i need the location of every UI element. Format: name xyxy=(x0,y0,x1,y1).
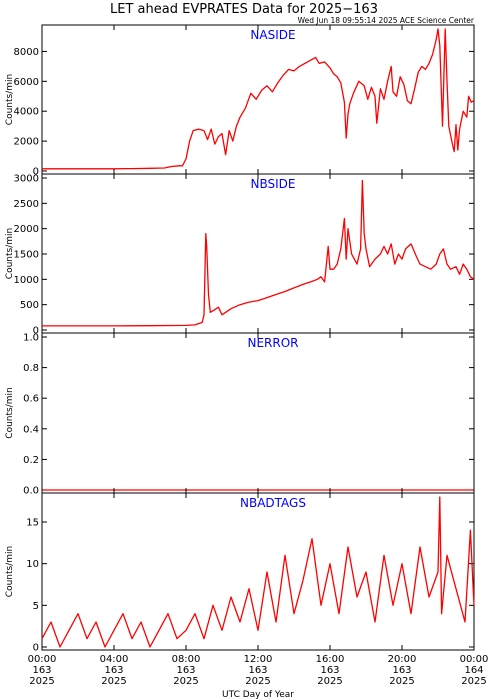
x-tick-label-year: 2025 xyxy=(245,676,270,687)
x-tick-label-time: 00:00 xyxy=(28,654,57,665)
x-tick-label-year: 2025 xyxy=(173,676,198,687)
x-tick-label-year: 2025 xyxy=(29,676,54,687)
y-tick-label: 15 xyxy=(26,518,39,529)
chart-title: LET ahead EVPRATES Data for 2025−163 xyxy=(110,2,378,17)
y-tick-label: 2000 xyxy=(14,137,39,148)
y-tick-label: 3000 xyxy=(14,174,39,185)
y-axis-label: Counts/min xyxy=(5,74,15,125)
panel-nerror: 0.0 0.2 0.4 0.6 0.8 1.0 NERROR Counts/min xyxy=(5,332,475,497)
y-tick-label: 1000 xyxy=(14,275,39,286)
y-tick-label: 5 xyxy=(33,601,39,612)
panel-label: NBADTAGS xyxy=(240,496,306,510)
y-tick-label: 0 xyxy=(33,643,39,654)
x-tick-label-time: 00:00 xyxy=(460,654,488,665)
y-tick-label: 6000 xyxy=(14,77,39,88)
x-tick-label-year: 2025 xyxy=(317,676,342,687)
panel-nbadtags: 0 5 10 15 NBADTAGS Counts/min xyxy=(5,492,475,654)
panel-naside: 0 2000 4000 6000 8000 NASIDE Counts/min xyxy=(5,24,475,178)
x-tick-label-year: 2025 xyxy=(101,676,126,687)
y-tick-label: 500 xyxy=(20,300,39,311)
panel-nbside: 0 500 1000 1500 2000 2500 3000 NBSIDE Counts/min xyxy=(5,173,475,337)
x-tick-label-doy: 163 xyxy=(392,665,411,676)
y-tick-label: 0.4 xyxy=(23,424,39,435)
y-tick-label: 0 xyxy=(33,326,39,337)
panels: 02000400060008000NASIDECounts/min0500100… xyxy=(5,24,475,654)
timestamp: Wed Jun 18 09:55:14 2025 ACE Science Cen… xyxy=(298,16,475,25)
y-tick-label: 10 xyxy=(26,559,39,570)
panel-label: NASIDE xyxy=(250,28,295,42)
x-axis: 00:00163202504:00163202508:00163202512:0… xyxy=(28,654,488,687)
y-axis-label: Counts/min xyxy=(5,228,15,279)
panel-frame xyxy=(41,24,475,175)
panel-label: NBSIDE xyxy=(251,177,296,191)
panel-label: NERROR xyxy=(247,336,298,350)
x-tick-label-year: 2025 xyxy=(389,676,414,687)
y-tick-label: 2500 xyxy=(14,199,39,210)
y-tick-label: 8000 xyxy=(14,47,39,58)
x-tick-label-doy: 163 xyxy=(248,665,267,676)
series-line-0 xyxy=(42,28,475,170)
panel-frame xyxy=(41,173,475,334)
y-tick-label: 2000 xyxy=(14,224,39,235)
x-tick-label-time: 04:00 xyxy=(100,654,129,665)
panel-frame xyxy=(41,332,475,494)
y-tick-label: 0.0 xyxy=(23,486,39,497)
x-tick-label-doy: 163 xyxy=(104,665,123,676)
y-tick-label: 1500 xyxy=(14,250,39,261)
y-tick-label: 0 xyxy=(33,167,39,178)
x-tick-label-doy: 163 xyxy=(320,665,339,676)
y-axis-label: Counts/min xyxy=(5,546,15,597)
series-line-0 xyxy=(41,496,475,648)
y-tick-label: 0.6 xyxy=(23,394,39,405)
y-tick-label: 1.0 xyxy=(23,333,39,344)
x-axis-label: UTC Day of Year xyxy=(222,690,294,700)
x-tick-label-year: 2025 xyxy=(461,676,486,687)
x-tick-label-time: 16:00 xyxy=(316,654,345,665)
x-tick-label-doy: 163 xyxy=(176,665,195,676)
y-tick-label: 4000 xyxy=(14,107,39,118)
series-line-0 xyxy=(42,179,475,327)
y-tick-label: 0.8 xyxy=(23,363,39,374)
x-tick-label-doy: 163 xyxy=(32,665,51,676)
y-axis-label: Counts/min xyxy=(5,387,15,438)
x-tick-label-time: 20:00 xyxy=(388,654,417,665)
x-tick-label-doy: 164 xyxy=(464,665,483,676)
x-tick-label-time: 12:00 xyxy=(244,654,273,665)
x-tick-label-time: 08:00 xyxy=(172,654,201,665)
y-tick-label: 0.2 xyxy=(23,455,39,466)
